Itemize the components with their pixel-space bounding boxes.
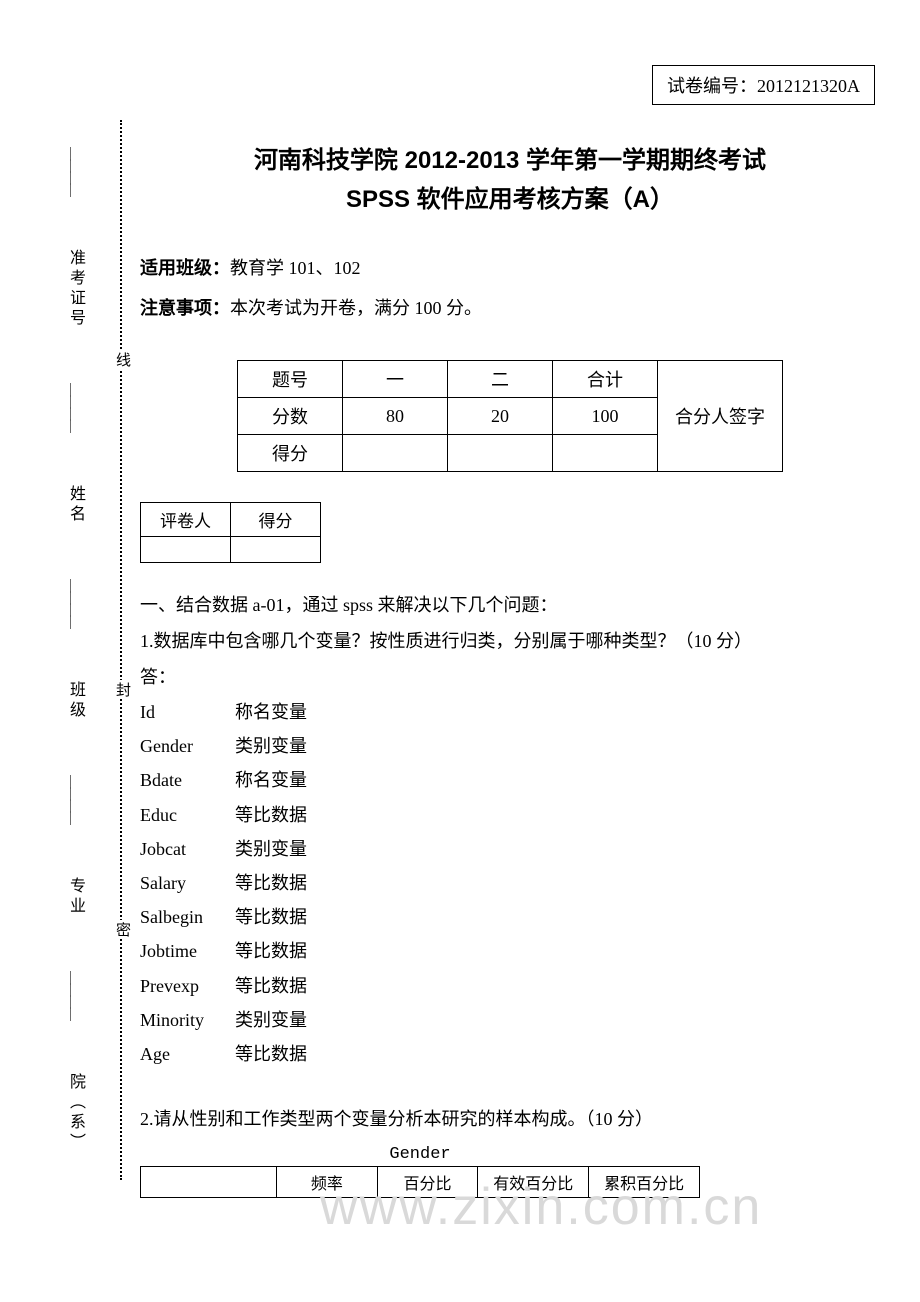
- list-item: Jobtime等比数据: [140, 934, 880, 968]
- score-cell: 80: [343, 398, 448, 435]
- score-cell: [448, 435, 553, 472]
- list-item: Age等比数据: [140, 1037, 880, 1071]
- table-row: [141, 537, 321, 563]
- grader-cell: [141, 537, 231, 563]
- table-row: 题号 一 二 合计 合分人签字: [238, 361, 783, 398]
- gender-table: Gender 频率 百分比 有效百分比 累积百分比: [140, 1145, 700, 1198]
- var-type: 类别变量: [235, 832, 307, 866]
- score-cell: 100: [553, 398, 658, 435]
- var-type: 等比数据: [235, 969, 307, 1003]
- class-label: 适用班级：: [140, 258, 230, 278]
- var-type: 等比数据: [235, 798, 307, 832]
- notice-value: 本次考试为开卷，满分 100 分。: [230, 298, 482, 318]
- binding-field-0: 院（系）: [63, 1073, 87, 1153]
- binding-field-1: 专业: [63, 877, 87, 917]
- score-header: 合计: [553, 361, 658, 398]
- binding-underline: ＿＿＿＿: [65, 775, 85, 823]
- list-item: Salary等比数据: [140, 866, 880, 900]
- paper-id-value: 2012121320A: [757, 76, 860, 96]
- score-header: 二: [448, 361, 553, 398]
- binding-field-4: 准考证号: [63, 249, 87, 329]
- var-name: Jobcat: [140, 832, 235, 866]
- list-item: Gender类别变量: [140, 729, 880, 763]
- score-header: 题号: [238, 361, 343, 398]
- binding-underline: ＿＿＿＿: [65, 579, 85, 627]
- list-item: Educ等比数据: [140, 798, 880, 832]
- score-header: 一: [343, 361, 448, 398]
- var-name: Age: [140, 1037, 235, 1071]
- question-1: 1.数据库中包含哪几个变量？按性质进行归类，分别属于哪种类型？（10 分）: [140, 623, 880, 659]
- list-item: Jobcat类别变量: [140, 832, 880, 866]
- binding-margin: 院（系） ＿＿＿＿ 专业 ＿＿＿＿ 班级 ＿＿＿＿ 姓名 ＿＿＿＿ 准考证号 ＿…: [50, 120, 100, 1180]
- seal-marker-feng: 封: [112, 680, 133, 699]
- exam-title-line2: SPSS 软件应用考核方案（A）: [140, 179, 880, 214]
- var-name: Prevexp: [140, 969, 235, 1003]
- notice-label: 注意事项：: [140, 298, 230, 318]
- list-item: Prevexp等比数据: [140, 969, 880, 1003]
- gender-header: 频率: [276, 1167, 377, 1198]
- table-row: 评卷人 得分: [141, 503, 321, 537]
- paper-id-label: 试卷编号：: [667, 76, 757, 96]
- var-type: 等比数据: [235, 1037, 307, 1071]
- answer-label: 答：: [140, 659, 880, 695]
- var-type: 等比数据: [235, 866, 307, 900]
- binding-field-2: 班级: [63, 681, 87, 721]
- list-item: Salbegin等比数据: [140, 900, 880, 934]
- var-type: 类别变量: [235, 729, 307, 763]
- var-type: 等比数据: [235, 934, 307, 968]
- gender-header: [141, 1167, 277, 1198]
- var-name: Jobtime: [140, 934, 235, 968]
- binding-field-3: 姓名: [63, 485, 87, 525]
- var-name: Bdate: [140, 763, 235, 797]
- score-header: 合分人签字: [658, 361, 783, 472]
- grader-header: 评卷人: [141, 503, 231, 537]
- binding-underline: ＿＿＿＿: [65, 383, 85, 431]
- gender-header: 累积百分比: [589, 1167, 700, 1198]
- score-table: 题号 一 二 合计 合分人签字 分数 80 20 100 得分: [237, 360, 783, 472]
- score-cell: [553, 435, 658, 472]
- paper-id-box: 试卷编号：2012121320A: [652, 65, 875, 105]
- exam-title-line1: 河南科技学院 2012-2013 学年第一学期期终考试: [140, 140, 880, 175]
- list-item: Minority类别变量: [140, 1003, 880, 1037]
- section-1-title: 一、结合数据 a-01，通过 spss 来解决以下几个问题：: [140, 587, 880, 623]
- list-item: Bdate称名变量: [140, 763, 880, 797]
- score-cell: [343, 435, 448, 472]
- var-name: Salbegin: [140, 900, 235, 934]
- grader-cell: [231, 537, 321, 563]
- seal-line: [120, 120, 122, 1180]
- seal-marker-mi: 密: [112, 920, 133, 939]
- var-name: Gender: [140, 729, 235, 763]
- binding-underline: ＿＿＿＿: [65, 971, 85, 1019]
- var-type: 类别变量: [235, 1003, 307, 1037]
- grader-header: 得分: [231, 503, 321, 537]
- variable-list: Id称名变量 Gender类别变量 Bdate称名变量 Educ等比数据 Job…: [140, 695, 880, 1071]
- var-type: 称名变量: [235, 695, 307, 729]
- score-cell: 20: [448, 398, 553, 435]
- binding-underline: ＿＿＿＿: [65, 147, 85, 195]
- score-cell: 得分: [238, 435, 343, 472]
- gender-caption: Gender: [140, 1145, 700, 1166]
- score-cell: 分数: [238, 398, 343, 435]
- notice-info: 注意事项：本次考试为开卷，满分 100 分。: [140, 294, 880, 320]
- content-area: 河南科技学院 2012-2013 学年第一学期期终考试 SPSS 软件应用考核方…: [140, 140, 880, 1198]
- gender-header: 百分比: [377, 1167, 478, 1198]
- var-type: 等比数据: [235, 900, 307, 934]
- var-name: Educ: [140, 798, 235, 832]
- var-name: Id: [140, 695, 235, 729]
- gender-header: 有效百分比: [478, 1167, 589, 1198]
- var-name: Salary: [140, 866, 235, 900]
- grader-table: 评卷人 得分: [140, 502, 321, 563]
- list-item: Id称名变量: [140, 695, 880, 729]
- class-value: 教育学 101、102: [230, 258, 361, 278]
- var-name: Minority: [140, 1003, 235, 1037]
- var-type: 称名变量: [235, 763, 307, 797]
- table-row: 频率 百分比 有效百分比 累积百分比: [141, 1167, 700, 1198]
- class-info: 适用班级：教育学 101、102: [140, 254, 880, 280]
- question-2: 2.请从性别和工作类型两个变量分析本研究的样本构成。（10 分）: [140, 1101, 880, 1137]
- seal-marker-xian: 线: [112, 350, 133, 369]
